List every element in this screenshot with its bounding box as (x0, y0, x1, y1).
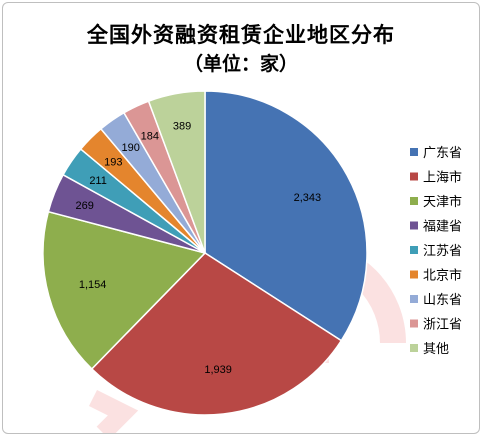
slice-label-3: 1,154 (79, 279, 107, 291)
pie-slice-2 (90, 252, 343, 416)
legend-label-7: 山东省 (423, 293, 462, 308)
legend-label-8: 浙江省 (423, 318, 462, 333)
legend-swatch-7 (410, 295, 418, 303)
slice-label-9: 389 (173, 120, 191, 132)
slice-label-4: 269 (76, 200, 94, 212)
legend-swatch-8 (410, 319, 418, 328)
pie-slice-3 (42, 210, 207, 370)
legend-label-2: 上海市 (423, 170, 462, 186)
chart-title: 全国外资融资租赁企业地区分布 (87, 23, 395, 47)
slice-label-7: 190 (122, 142, 140, 154)
legend-swatch-4 (410, 221, 418, 230)
legend-label-3: 天津市 (423, 194, 462, 210)
slice-label-8: 184 (141, 131, 159, 143)
legend-swatch-3 (410, 197, 418, 205)
chart-subtitle: （单位：家） (183, 53, 298, 75)
legend-label-6: 北京市 (423, 268, 462, 284)
legend-swatch-1 (410, 148, 418, 156)
legend-swatch-6 (410, 270, 418, 279)
legend-swatch-5 (410, 246, 418, 254)
legend-swatch-2 (410, 172, 418, 181)
pie-slice-9 (147, 90, 206, 254)
legend-label-5: 江苏省 (423, 243, 462, 259)
slice-label-5: 211 (89, 175, 107, 187)
legend-label-9: 其他 (423, 342, 449, 357)
legend-label-1: 广东省 (423, 146, 462, 161)
slice-label-6: 193 (104, 156, 122, 168)
slice-label-1: 2,343 (294, 192, 322, 204)
legend-label-4: 福建省 (423, 220, 462, 235)
slice-label-2: 1,939 (204, 364, 232, 376)
legend-swatch-9 (410, 344, 418, 352)
